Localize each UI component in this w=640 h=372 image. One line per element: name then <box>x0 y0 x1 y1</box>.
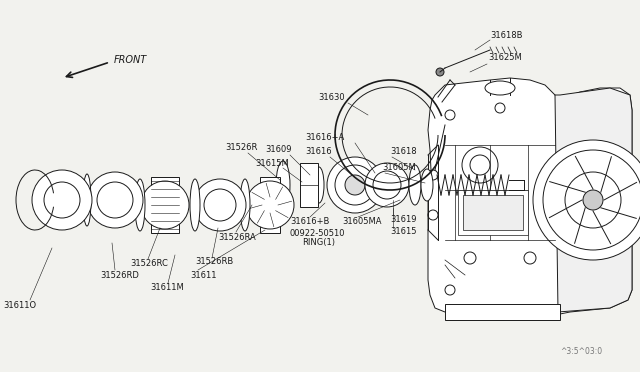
Text: 31526RB: 31526RB <box>195 257 233 266</box>
Text: 31605M: 31605M <box>382 164 416 173</box>
Circle shape <box>327 157 383 213</box>
Ellipse shape <box>240 179 250 231</box>
Circle shape <box>141 181 189 229</box>
Text: 31618B: 31618B <box>490 31 522 39</box>
Text: 31526RA: 31526RA <box>218 232 256 241</box>
Text: 31611M: 31611M <box>150 283 184 292</box>
Polygon shape <box>428 78 632 320</box>
Ellipse shape <box>409 165 421 205</box>
Text: 31526R: 31526R <box>225 144 257 153</box>
Text: 31616: 31616 <box>305 148 332 157</box>
Ellipse shape <box>190 179 200 231</box>
Polygon shape <box>555 88 632 312</box>
Circle shape <box>246 181 294 229</box>
Ellipse shape <box>276 161 290 209</box>
Circle shape <box>436 68 444 76</box>
Circle shape <box>365 163 409 207</box>
Text: 31625M: 31625M <box>488 54 522 62</box>
Text: RING(1): RING(1) <box>302 238 335 247</box>
Text: 31619: 31619 <box>390 215 417 224</box>
Text: FRONT: FRONT <box>114 55 147 65</box>
Bar <box>463 195 523 230</box>
Text: ^3:5^03:0: ^3:5^03:0 <box>560 347 602 356</box>
Ellipse shape <box>485 81 515 95</box>
Text: 31615M: 31615M <box>255 158 289 167</box>
Text: 31526RC: 31526RC <box>130 260 168 269</box>
Circle shape <box>194 179 246 231</box>
Bar <box>445 304 560 320</box>
Circle shape <box>345 175 365 195</box>
Text: 31611O: 31611O <box>3 301 36 310</box>
Text: 31526RD: 31526RD <box>100 270 139 279</box>
Ellipse shape <box>314 167 324 203</box>
Text: 31611: 31611 <box>190 270 216 279</box>
Ellipse shape <box>421 169 433 201</box>
Circle shape <box>533 140 640 260</box>
Ellipse shape <box>83 174 91 226</box>
Ellipse shape <box>135 179 145 231</box>
Circle shape <box>87 172 143 228</box>
Text: 31609: 31609 <box>265 145 291 154</box>
Text: 31630: 31630 <box>318 93 344 102</box>
Circle shape <box>32 170 92 230</box>
Circle shape <box>583 190 603 210</box>
Text: 31618: 31618 <box>390 148 417 157</box>
Text: 31616+A: 31616+A <box>305 132 344 141</box>
Bar <box>260 177 280 233</box>
Bar <box>458 190 528 235</box>
Bar <box>300 163 318 207</box>
Text: 31615: 31615 <box>390 227 417 235</box>
Text: 31605MA: 31605MA <box>342 218 381 227</box>
Text: 31616+B: 31616+B <box>290 218 330 227</box>
Bar <box>151 177 179 233</box>
Text: 00922-50510: 00922-50510 <box>290 228 346 237</box>
